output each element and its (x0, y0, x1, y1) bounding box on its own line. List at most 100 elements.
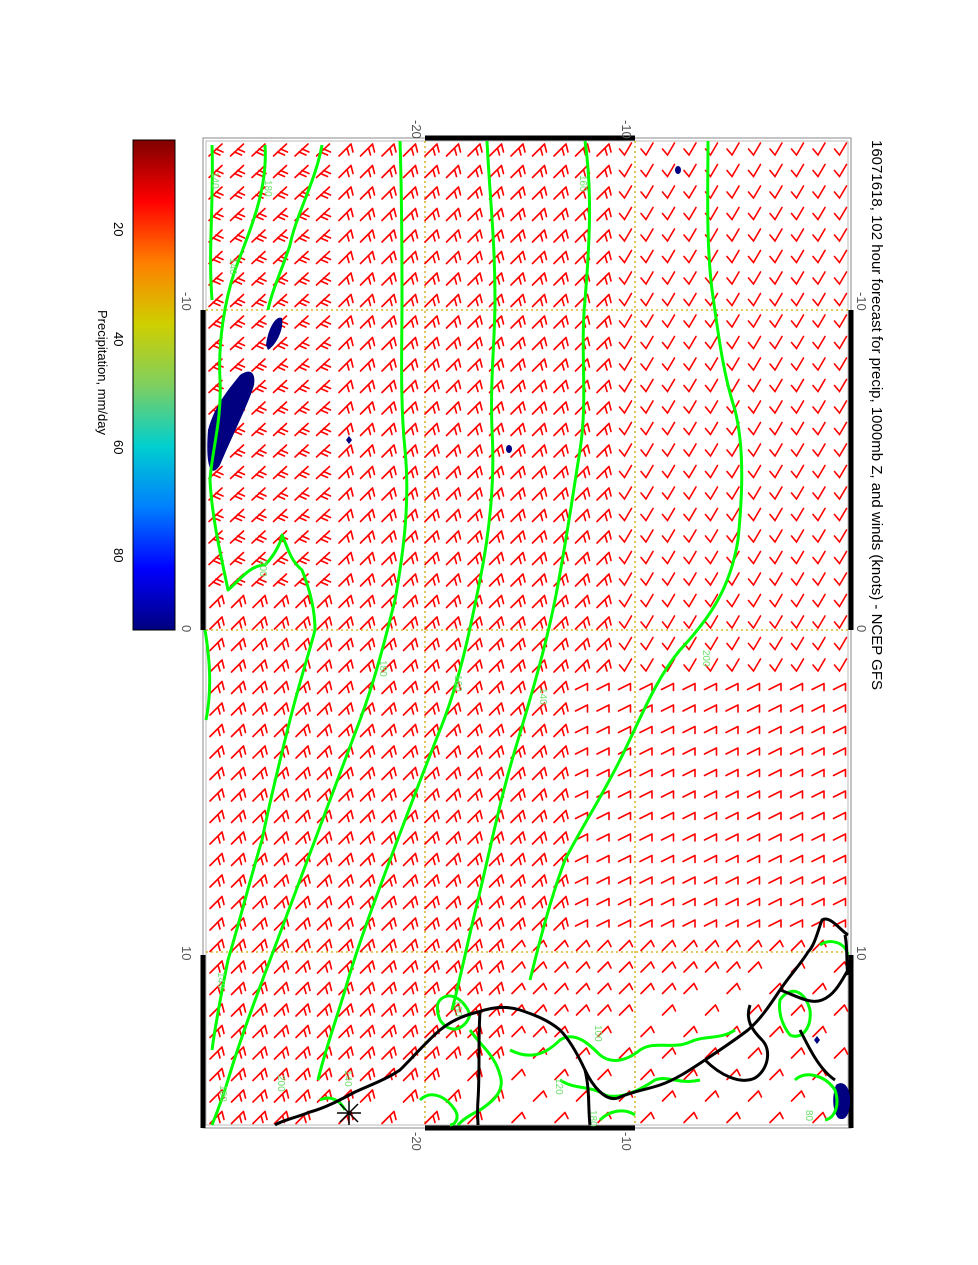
wind-barb (832, 704, 847, 713)
wind-barb (661, 443, 676, 458)
wind-barb (252, 895, 268, 910)
wind-barb (833, 163, 848, 178)
wind-barb (273, 895, 290, 910)
wind-barb (359, 1003, 376, 1017)
wind-barb (251, 465, 267, 480)
contour-label: 140 (342, 1070, 353, 1087)
wind-barb (574, 551, 591, 566)
wind-barb (251, 379, 267, 394)
wind-barb (295, 594, 311, 609)
wind-barb (381, 938, 397, 953)
wind-barb (812, 185, 826, 200)
wind-barb (704, 939, 720, 952)
axis-labels: -20 -10 -20 -10 -10 0 10 -10 0 10 (179, 120, 869, 1151)
wind-barb (640, 658, 654, 673)
map-title: 16071618, 102 hour forecast for precip, … (868, 140, 885, 690)
wind-barb (811, 790, 825, 799)
wind-barb (252, 938, 268, 953)
wind-barb (229, 487, 246, 501)
wind-barb (812, 314, 826, 329)
wind-barb (510, 272, 526, 286)
wind-barb (402, 831, 419, 845)
wind-barb (402, 895, 419, 910)
wind-barb (726, 163, 740, 178)
wind-barb (424, 831, 440, 845)
wind-barb (424, 895, 440, 910)
wind-barb (424, 874, 440, 888)
wind-barb (209, 852, 225, 867)
wind-barb (553, 358, 569, 372)
wind-barb (553, 917, 569, 931)
wind-barb (597, 982, 612, 995)
wind-barb (640, 292, 654, 307)
wind-barb (661, 357, 676, 372)
wind-barb (531, 379, 548, 394)
wind-barb (229, 293, 246, 308)
wind-barb (790, 464, 805, 479)
wind-barb (445, 637, 462, 652)
wind-barb (445, 809, 462, 824)
wind-barb (467, 938, 483, 953)
wind-barb (575, 939, 591, 952)
wind-barb (402, 637, 419, 652)
wind-barb (315, 401, 332, 415)
wind-barb (209, 788, 225, 802)
wind-barb (574, 573, 591, 587)
wind-barb (252, 766, 268, 781)
contour-line (509, 1028, 736, 1062)
wind-barb (488, 702, 505, 716)
wind-barb (294, 465, 310, 480)
wind-barb (424, 788, 440, 802)
wind-barb (338, 422, 354, 437)
wind-barb (682, 747, 696, 756)
wind-barb (467, 530, 483, 544)
wind-barb (661, 314, 676, 329)
wind-barb (402, 207, 419, 222)
wind-barb (812, 615, 826, 630)
left-label-1: -10 (179, 292, 194, 311)
wind-barb (726, 593, 740, 608)
wind-barb (315, 272, 332, 286)
wind-barb (359, 401, 376, 415)
wind-barb (381, 1003, 397, 1017)
wind-barb (359, 358, 376, 372)
wind-barb (768, 704, 782, 713)
wind-barb (811, 768, 825, 778)
wind-barb (229, 530, 246, 544)
wind-barb (295, 981, 311, 996)
wind-barb (229, 336, 246, 351)
wind-barb (812, 486, 826, 501)
wind-barb (747, 529, 762, 544)
wind-barb (402, 293, 419, 308)
wind-barb (682, 768, 696, 778)
wind-barb (833, 292, 848, 307)
coastline (274, 917, 850, 1127)
wind-barb (660, 833, 675, 842)
wind-barb (445, 960, 462, 974)
wind-barb (402, 422, 419, 437)
wind-barb (510, 444, 526, 458)
wind-barb (359, 938, 376, 953)
wind-barb (338, 637, 354, 652)
wind-barb (209, 1067, 225, 1082)
wind-barb (596, 854, 610, 864)
wind-barb (790, 378, 805, 393)
wind-barb (295, 938, 311, 953)
wind-barb (832, 790, 847, 799)
wind-barb (574, 487, 591, 501)
wind-barb (230, 1067, 247, 1082)
wind-barb (272, 508, 289, 523)
contour-label: 140 (209, 172, 220, 189)
wind-barb (683, 206, 697, 221)
wind-barb (790, 400, 805, 415)
wind-barb (833, 185, 848, 200)
wind-barb (295, 809, 311, 824)
wind-barb (618, 163, 633, 178)
wind-barb (402, 594, 419, 609)
wind-barb (338, 465, 354, 480)
wind-barb (381, 379, 397, 394)
wind-barb (424, 272, 440, 286)
wind-barb (811, 854, 825, 864)
wind-barb (531, 551, 548, 566)
wind-barb (295, 895, 311, 910)
